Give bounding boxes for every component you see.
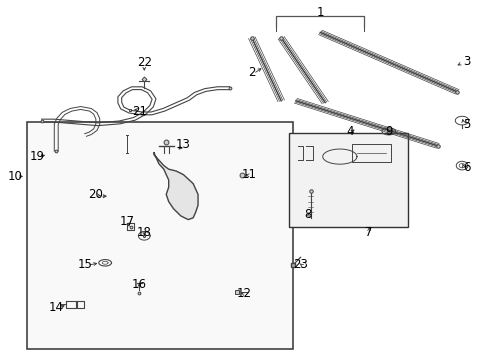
Polygon shape bbox=[154, 153, 198, 220]
Text: 15: 15 bbox=[78, 258, 93, 271]
Text: 12: 12 bbox=[237, 287, 251, 300]
Text: 22: 22 bbox=[137, 57, 151, 69]
Text: 3: 3 bbox=[462, 55, 470, 68]
Text: 20: 20 bbox=[88, 188, 102, 201]
Text: 6: 6 bbox=[462, 161, 470, 174]
Text: 18: 18 bbox=[137, 226, 151, 239]
Text: 23: 23 bbox=[293, 258, 307, 271]
Text: 2: 2 bbox=[247, 66, 255, 78]
Text: 5: 5 bbox=[462, 118, 470, 131]
Text: 4: 4 bbox=[345, 125, 353, 138]
Text: 16: 16 bbox=[132, 278, 146, 291]
Text: 19: 19 bbox=[29, 150, 44, 163]
Text: 14: 14 bbox=[49, 301, 63, 314]
Text: 17: 17 bbox=[120, 215, 134, 228]
Text: 1: 1 bbox=[316, 6, 324, 19]
Text: 8: 8 bbox=[304, 208, 311, 221]
Text: 7: 7 bbox=[365, 226, 372, 239]
Text: 21: 21 bbox=[132, 105, 146, 118]
Text: 9: 9 bbox=[384, 125, 392, 138]
Text: 10: 10 bbox=[7, 170, 22, 183]
Bar bbox=[288, 133, 407, 227]
Text: 13: 13 bbox=[176, 138, 190, 150]
Bar bbox=[27, 122, 293, 349]
Text: 11: 11 bbox=[242, 168, 256, 181]
